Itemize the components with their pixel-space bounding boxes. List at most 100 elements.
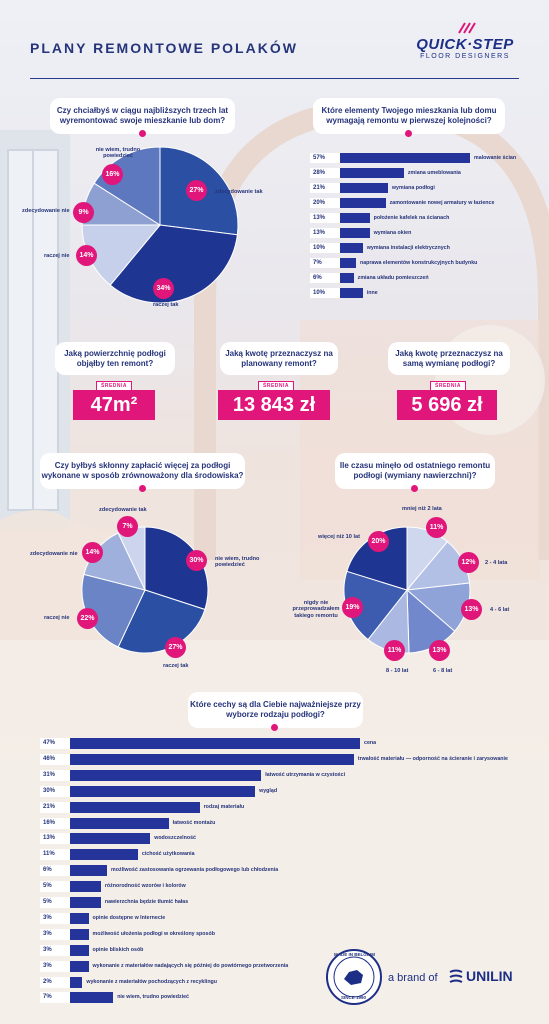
q5-bar (70, 897, 101, 908)
q2-bar-value-label: 20% (310, 198, 350, 208)
q1-bubble-defno: 9% (73, 202, 94, 223)
q2-bar (340, 273, 354, 283)
q1-label-defno: zdecydowanie nie (22, 208, 70, 214)
q5-bar (70, 849, 138, 861)
q4-pink-dot (411, 485, 418, 492)
q4-bubble-4-6: 13% (461, 599, 482, 620)
q4-pie-chart (343, 526, 471, 654)
q1-bubble-ratherno: 14% (76, 245, 97, 266)
q4-bubble-lt2: 11% (426, 517, 447, 538)
made-in-belgium-badge (326, 949, 382, 1005)
q3-bubble-defno: 14% (82, 542, 103, 563)
q3-label-ratherno: raczej nie (44, 615, 70, 621)
stat3-question: Jaką kwotę przeznaczysz na samą wymianę … (388, 342, 510, 375)
q2-bar (340, 183, 388, 193)
q2-bar-category-label: wymiana instalacji elektrycznych (366, 245, 450, 251)
q1-label-ratheryes: raczej tak (153, 302, 179, 308)
q5-bar (70, 928, 89, 940)
q1-question: Czy chciałbyś w ciągu najbliższych trzec… (50, 98, 235, 134)
q2-bar-value-label: 6% (310, 273, 350, 283)
q1-bubble-dontknow: 16% (102, 164, 123, 185)
q2-bar-category-label: zmiana umeblowania (407, 170, 461, 176)
unilin-logo-icon (449, 969, 463, 983)
q3-bubble-ratheryes: 27% (165, 637, 186, 658)
q5-bar-category-label: trwałość materiału — odporność na ściera… (357, 755, 508, 762)
q3-pink-dot (139, 485, 146, 492)
q2-bar-category-label: zamontowanie nowej armatury w łazience (389, 200, 495, 206)
unilin-name: UNILIN (466, 968, 513, 984)
q2-bar-value-label: 21% (310, 183, 350, 193)
stat2-value: 13 843 zł (218, 390, 330, 420)
q5-bar (70, 944, 89, 956)
stat3-value: 5 696 zł (397, 390, 497, 420)
q2-bar (340, 288, 363, 298)
q3-label-defno: zdecydowanie nie (30, 551, 78, 557)
q2-bar-value-label: 13% (310, 213, 350, 223)
q2-bar-value-label: 10% (310, 288, 350, 298)
q5-bar (70, 881, 101, 893)
q5-bar-category-label: cena (364, 740, 377, 746)
q5-bar-category-label: wykonanie z materiałów pochodzących z re… (86, 978, 218, 985)
q5-bar-value-label: 21% (40, 801, 80, 813)
q4-label-8-10: 8 - 10 lat (386, 668, 409, 674)
q3-bubble-dontknow: 30% (186, 550, 207, 571)
q4-label-4-6: 4 - 6 lat (490, 607, 510, 613)
q5-bar-value-label: 3% (40, 944, 80, 956)
q5-bar-value-label: 3% (40, 928, 80, 940)
q5-bar-chart: 47% cena 46% trwałość materiału — odporność… (40, 738, 520, 1008)
q2-bar-category-label: położenie kafelek na ścianach (373, 215, 450, 221)
q2-bar (340, 243, 363, 253)
q2-bar-category-label: wymiana okien (373, 230, 412, 236)
q2-bar (340, 258, 356, 268)
q5-bar-value-label: 16% (40, 817, 80, 829)
q4-bubble-gt10: 20% (368, 531, 389, 552)
q2-bar-category-label: malowanie ścian (474, 155, 517, 161)
q5-bar-category-label: różnorodność wzorów i kolorów (104, 883, 186, 890)
q5-bar-value-label: 3% (40, 912, 80, 924)
q2-bar (340, 213, 370, 223)
q2-bar (340, 168, 404, 178)
q5-bar-category-label: możliwość ułożenia podłogi w określony s… (92, 930, 215, 937)
q3-bubble-ratherno: 22% (77, 608, 98, 629)
q2-bar (340, 228, 370, 238)
q5-bar-value-label: 31% (40, 769, 80, 781)
q2-bar-value-label: 10% (310, 243, 350, 253)
q2-bar-value-label: 28% (310, 168, 350, 178)
q2-bar (340, 198, 386, 208)
q3-bubble-defyes: 7% (117, 516, 138, 537)
q4-label-2-4: 2 - 4 lata (485, 560, 508, 566)
q3-label-ratheryes: raczej tak (163, 663, 189, 669)
q5-bar-category-label: łatwość montażu (172, 819, 216, 826)
badge-top-text: MADE IN BELGIUM (334, 952, 375, 957)
q5-bar-category-label: wodoszczelność (154, 835, 196, 842)
q5-bar (70, 785, 256, 797)
q5-bar (70, 912, 89, 924)
q1-label-dontknow: nie wiem, trudno powiedzieć (95, 147, 141, 160)
quickstep-logo: QUICK·STEP FLOOR DESIGNERS (410, 22, 520, 60)
q5-bar-category-label: możliwość zastosowania ogrzewania podłog… (111, 867, 279, 874)
q4-label-lt2: mniej niż 2 lata (402, 506, 442, 512)
brand-tagline: FLOOR DESIGNERS (420, 53, 510, 60)
q2-bar-value-label: 57% (310, 153, 350, 163)
q5-bar (70, 976, 83, 988)
badge-bottom-text: SINCE 1990 (341, 995, 367, 1000)
stat1-value: 47m² (73, 390, 155, 420)
q5-bar-value-label: 5% (40, 897, 80, 908)
q3-label-defyes: zdecydowanie tak (99, 507, 147, 513)
q5-pink-dot (271, 724, 278, 731)
q1-label-defyes: zdecydowanie tak (215, 189, 263, 195)
q4-label-gt10: więcej niż 10 lat (318, 534, 360, 540)
q5-bar-category-label: opinie bliskich osób (92, 946, 144, 953)
q5-bar-value-label: 46% (40, 753, 80, 765)
q5-bar-category-label: nie wiem, trudno powiedzieć (117, 994, 189, 1001)
q4-bubble-8-10: 11% (384, 640, 405, 661)
q1-pink-dot (139, 130, 146, 137)
q4-bubble-never: 19% (342, 597, 363, 618)
q4-bubble-2-4: 12% (458, 552, 479, 573)
q2-bar (340, 153, 470, 163)
q5-bar-value-label: 5% (40, 881, 80, 893)
stat2-question: Jaką kwotę przeznaczysz na planowany rem… (220, 342, 338, 375)
brand-slashes-icon (458, 22, 476, 34)
q2-bar-category-label: inne (366, 290, 378, 296)
